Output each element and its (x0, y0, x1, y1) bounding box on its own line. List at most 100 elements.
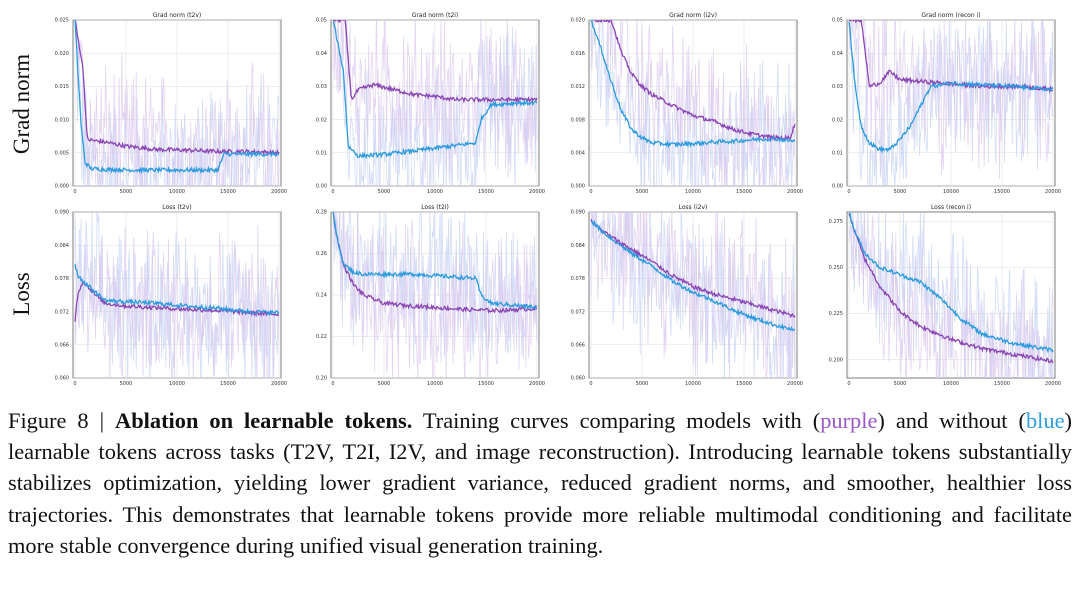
series-line-with-tokens (74, 281, 280, 322)
x-tick-label: 0 (589, 189, 592, 195)
y-tick-label: 0.012 (571, 84, 585, 90)
y-tick-label: 0.01 (316, 151, 327, 157)
y-tick-label: 0.090 (571, 210, 585, 216)
series-line-without-tokens (74, 20, 280, 175)
y-tick-label: 0.020 (55, 51, 69, 57)
series-group (74, 20, 280, 186)
y-tick-label: 0.072 (571, 309, 585, 315)
y-tick-label: 0.20 (316, 376, 327, 382)
raw-noise-purple (590, 20, 796, 186)
y-tick-label: 0.02 (316, 117, 327, 123)
y-tick-label: 0.078 (55, 276, 69, 282)
y-tick-label: 0.072 (55, 309, 69, 315)
series-line-with-tokens (848, 213, 1054, 364)
series-line-without-tokens (74, 264, 280, 317)
x-tick-label: 0 (331, 189, 334, 195)
figure-caption: Figure 8 | Ablation on learnable tokens.… (8, 405, 1072, 561)
panel-title: Grad norm (i2v) (669, 12, 717, 19)
y-tick-label: 0.05 (316, 18, 327, 24)
y-tick-label: 0.025 (55, 18, 69, 24)
panel-title: Loss (recon i) (931, 204, 971, 211)
panel-loss-t2i: 0.20 0.22 0.24 0.26 0.28 0 5000 10000 15000 20000… (316, 204, 545, 387)
y-tick-label: 0.00 (316, 184, 327, 190)
x-tick-label: 0 (847, 381, 850, 387)
x-tick-label: 15000 (478, 189, 494, 195)
row-label-loss: Loss (9, 272, 34, 316)
x-tick-label: 15000 (994, 381, 1010, 387)
raw-noise-purple (74, 20, 280, 186)
y-tick-label: 0.010 (55, 117, 69, 123)
x-tick-label: 10000 (427, 189, 443, 195)
x-tick-label: 20000 (1045, 381, 1061, 387)
raw-noise-blue (591, 20, 796, 186)
panel-grad-norm-t2i: 0.00 0.01 0.02 0.03 0.04 0.05 0 5000 10000 15000 2… (316, 12, 545, 195)
y-tick-label: 0.060 (55, 376, 69, 382)
y-tick-label: 0.04 (832, 51, 843, 57)
series-group (848, 20, 1054, 186)
series-line-without-tokens (848, 212, 1054, 354)
series-line-without-tokens (590, 219, 796, 332)
y-tick-label: 0.01 (832, 151, 843, 157)
panel-loss-i2v: 0.060 0.066 0.072 0.078 0.084 0.090 0 5000 10000… (571, 204, 803, 387)
y-tick-label: 0.000 (571, 184, 585, 190)
series-line-with-tokens (592, 20, 796, 142)
x-tick-label: 0 (589, 381, 592, 387)
x-tick-label: 0 (73, 189, 76, 195)
series-line-with-tokens (74, 20, 280, 157)
panel-title: Grad norm (t2i) (412, 12, 459, 19)
y-tick-label: 0.084 (55, 243, 69, 249)
series-group (332, 20, 538, 186)
series-line-with-tokens (332, 20, 538, 104)
x-tick-label: 10000 (685, 189, 701, 195)
panel-title: Grad norm (recon i) (921, 12, 980, 19)
y-tick-label: 0.225 (829, 311, 843, 317)
series-line-with-tokens (332, 212, 538, 314)
x-tick-label: 0 (73, 381, 76, 387)
raw-noise-purple (590, 212, 796, 378)
x-tick-label: 20000 (271, 189, 287, 195)
row-label-grad-norm: Grad norm (9, 54, 34, 154)
y-tick-label: 0.275 (829, 219, 843, 225)
x-tick-label: 15000 (478, 381, 494, 387)
panel-loss-t2v: 0.060 0.066 0.072 0.078 0.084 0.090 0 5000 10000… (55, 204, 287, 387)
y-tick-label: 0.000 (55, 184, 69, 190)
y-tick-label: 0.04 (316, 51, 327, 57)
caption-title: Ablation on learnable tokens. (115, 408, 413, 433)
x-tick-label: 5000 (120, 381, 133, 387)
y-tick-label: 0.015 (55, 84, 69, 90)
y-tick-label: 0.24 (316, 293, 327, 299)
x-tick-label: 20000 (1045, 189, 1061, 195)
y-tick-label: 0.00 (832, 184, 843, 190)
panel-grad-norm-t2v: 0.000 0.005 0.010 0.015 0.020 0.025 0 5000 10000… (55, 12, 287, 195)
raw-noise-purple (74, 226, 280, 378)
caption-prefix: Figure 8 | (8, 408, 116, 433)
series-group (74, 212, 280, 378)
y-tick-label: 0.066 (55, 343, 69, 349)
x-tick-label: 20000 (271, 381, 287, 387)
caption-text-2: ) and without ( (877, 408, 1026, 433)
y-tick-label: 0.084 (571, 243, 585, 249)
y-tick-label: 0.28 (316, 210, 327, 216)
y-tick-label: 0.060 (571, 376, 585, 382)
x-tick-label: 10000 (169, 189, 185, 195)
x-tick-label: 10000 (169, 381, 185, 387)
caption-blue-word: blue (1025, 408, 1065, 433)
y-tick-label: 0.05 (832, 18, 843, 24)
series-line-without-tokens (332, 212, 538, 311)
panel-loss-recon-i: 0.200 0.225 0.250 0.275 0 5000 10000 15000 20000… (829, 204, 1061, 387)
y-tick-label: 0.016 (571, 51, 585, 57)
raw-noise-blue (334, 20, 538, 186)
x-tick-label: 5000 (636, 381, 649, 387)
series-group (590, 212, 796, 378)
caption-text-3: ) learnable tokens across tasks (T2V, T2… (8, 408, 1072, 558)
x-tick-label: 5000 (378, 189, 391, 195)
caption-text-1: Training curves comparing models with ( (412, 408, 821, 433)
y-tick-label: 0.004 (571, 151, 585, 157)
x-tick-label: 15000 (994, 189, 1010, 195)
raw-noise-purple (332, 20, 538, 181)
panel-title: Grad norm (t2v) (153, 12, 202, 19)
x-tick-label: 10000 (943, 189, 959, 195)
series-group (332, 212, 538, 378)
raw-noise-purple (848, 212, 1054, 378)
x-tick-label: 15000 (736, 381, 752, 387)
